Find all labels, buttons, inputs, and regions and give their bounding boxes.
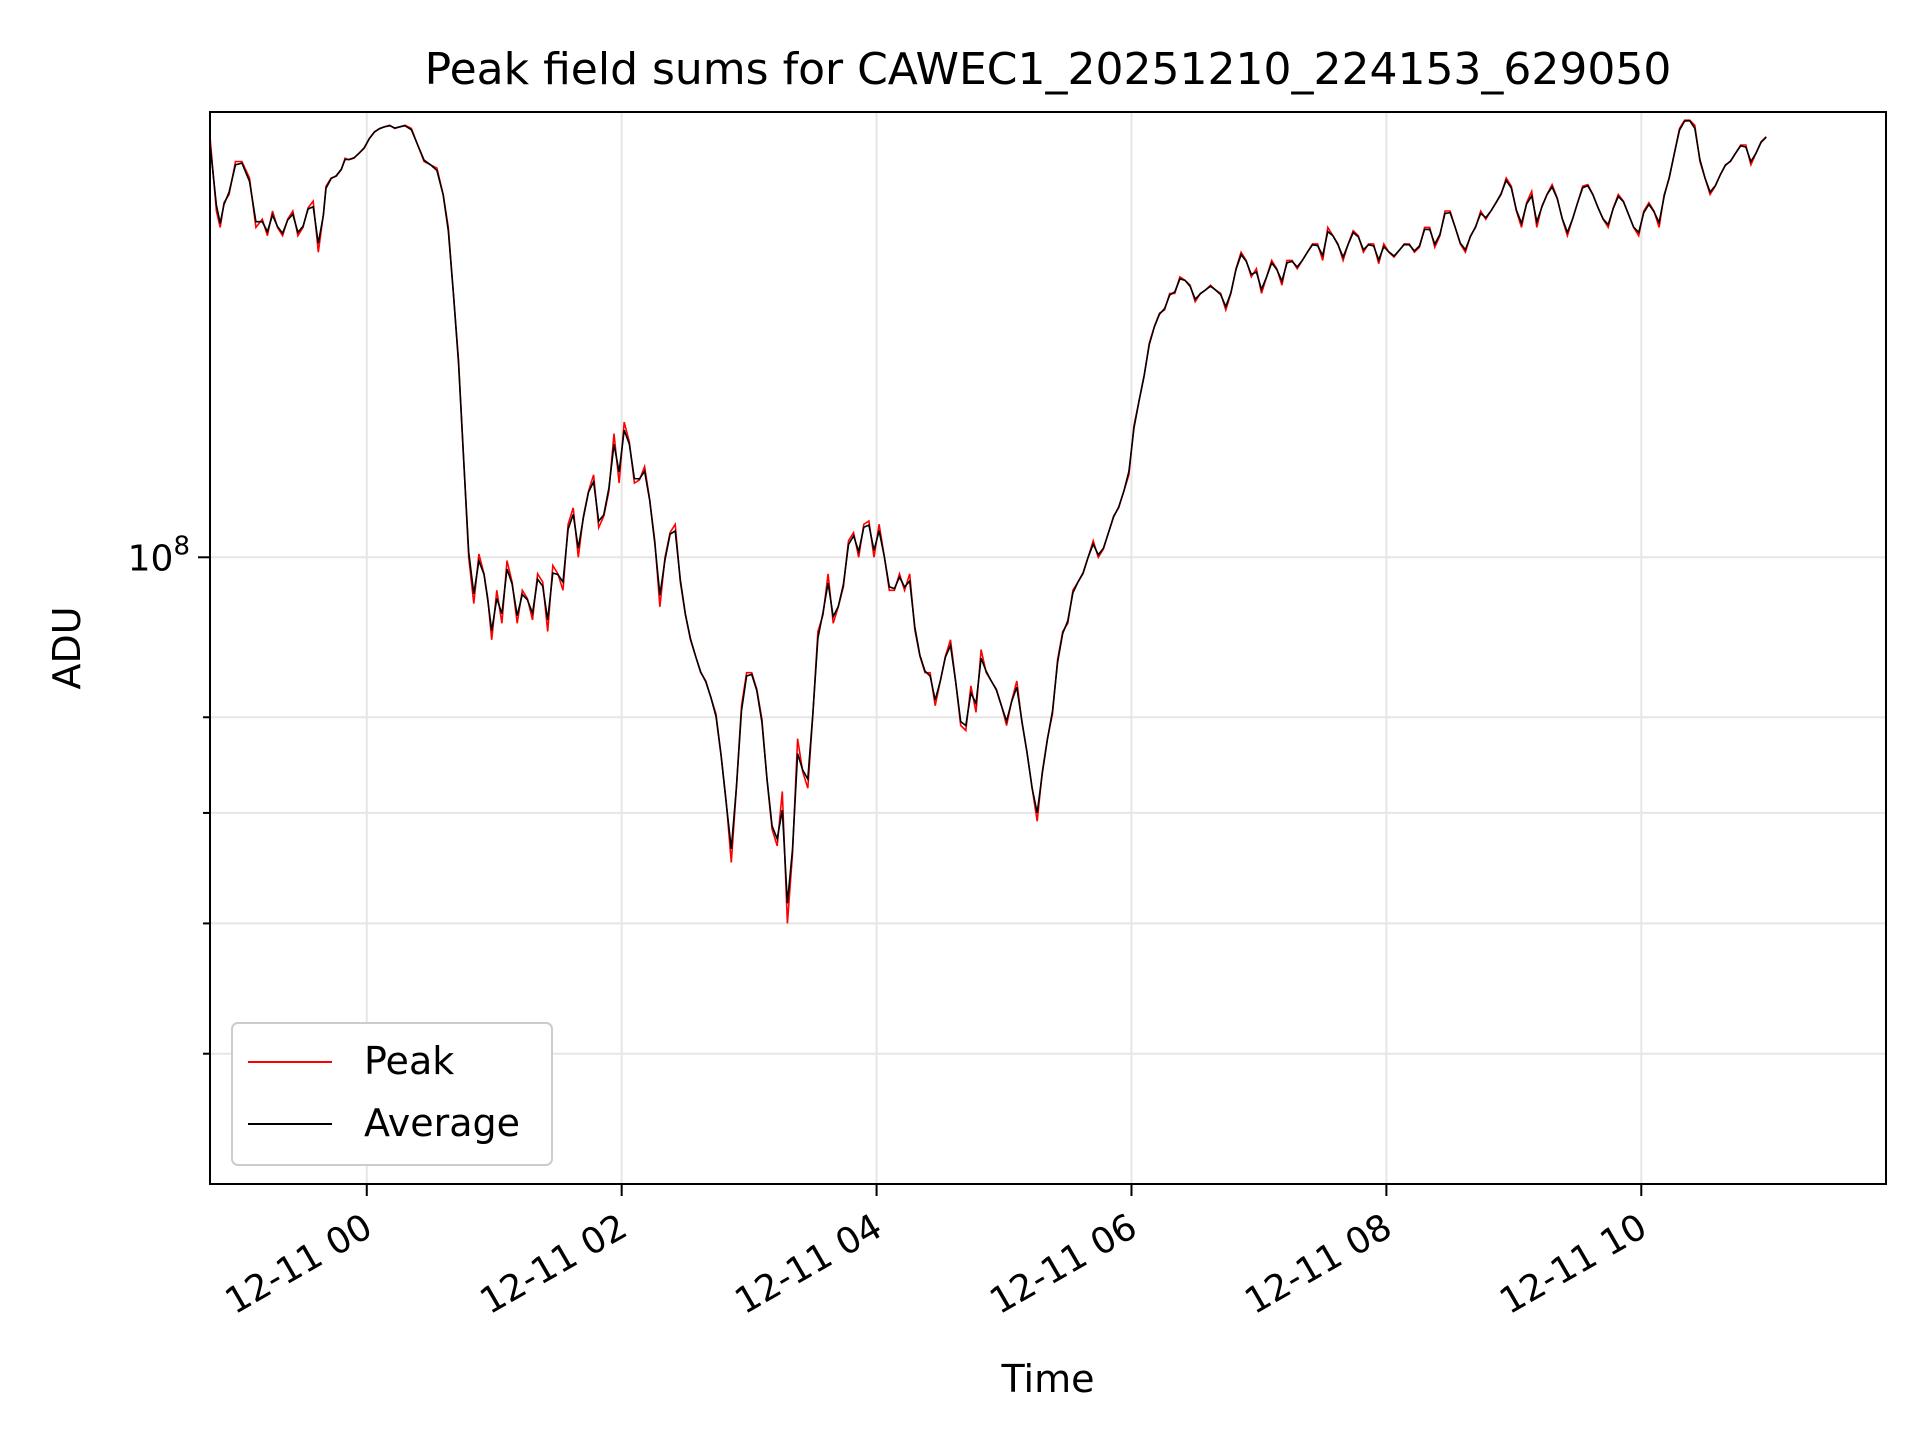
series-line-average xyxy=(210,119,1767,904)
legend-label-peak: Peak xyxy=(364,1039,454,1083)
plot-frame xyxy=(209,111,1887,1185)
y-tick-base: 10 xyxy=(128,538,174,579)
chart-title: Peak field sums for CAWEC1_20251210_2241… xyxy=(425,44,1672,95)
y-axis-label: ADU xyxy=(45,606,89,689)
y-tick-exponent: 8 xyxy=(173,531,190,561)
x-axis-label: Time xyxy=(1001,1357,1095,1401)
series-layer xyxy=(210,119,1767,924)
y-tick-label: 108 xyxy=(128,531,190,579)
grid xyxy=(210,112,1886,1184)
y-axis: 108 xyxy=(128,531,210,1055)
legend-frame xyxy=(231,1022,553,1166)
legend-label-average: Average xyxy=(364,1101,520,1145)
legend: Peak Average xyxy=(231,1022,553,1166)
